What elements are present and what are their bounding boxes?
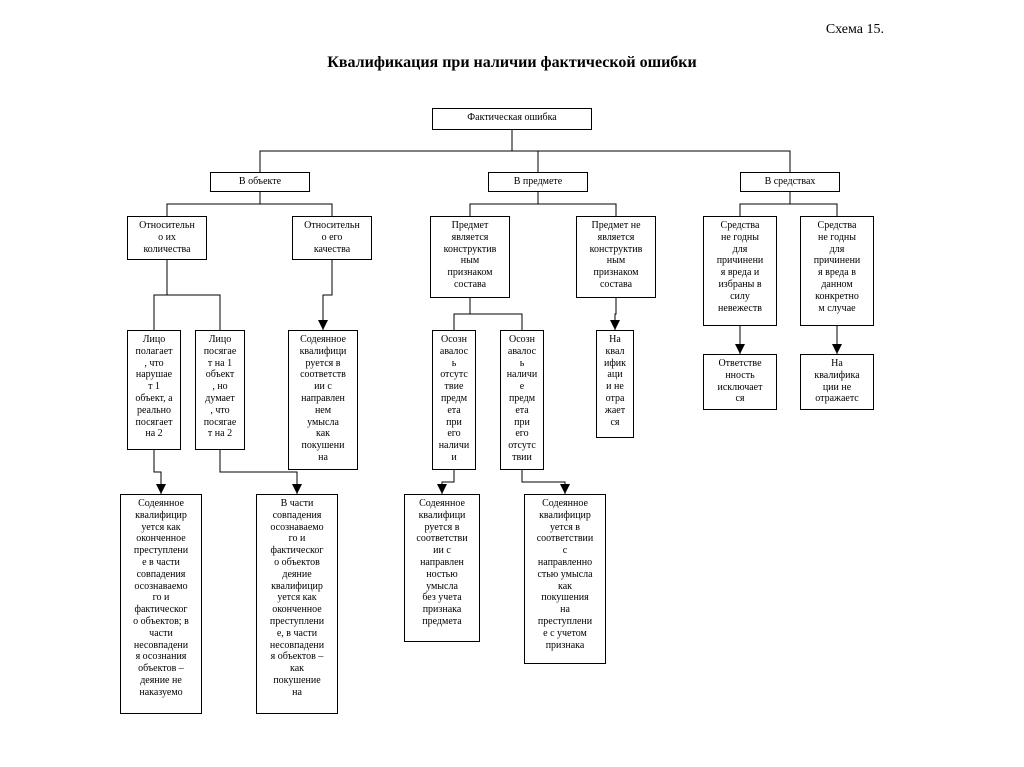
- node-l6: Наквалификации неотражается: [596, 330, 634, 438]
- schema-number: Схема 15.: [826, 22, 884, 38]
- node-obj_qual: Относительно егокачества: [292, 216, 372, 260]
- node-l1: Лицополагает, чтонарушает 1объект, ареал…: [127, 330, 181, 450]
- node-root: Фактическая ошибка: [432, 108, 592, 130]
- node-obj: В объекте: [210, 172, 310, 192]
- node-pred_ncon: Предмет неявляетсяконструктивнымпризнако…: [576, 216, 656, 298]
- node-pred_con: Предметявляетсяконструктивнымпризнакомсо…: [430, 216, 510, 298]
- node-l2: Лицопосягает на 1объект, нодумает, чтопо…: [195, 330, 245, 450]
- node-b3: Содеянноеквалифицируется всоответствиии …: [404, 494, 480, 642]
- node-b1: Содеянноеквалифицируется какоконченноепр…: [120, 494, 202, 714]
- node-obj_qty: Относительно ихколичества: [127, 216, 207, 260]
- node-l5: Осознавалосьналичиепредметаприегоотсутст…: [500, 330, 544, 470]
- page-title: Квалификация при наличии фактической оши…: [0, 54, 1024, 72]
- node-l7: Ответственностьисключается: [703, 354, 777, 410]
- node-pred: В предмете: [488, 172, 588, 192]
- node-b2: В частисовпаденияосознаваемого ифактичес…: [256, 494, 338, 714]
- node-l3: Содеянноеквалифицируется всоответствии с…: [288, 330, 358, 470]
- node-sred_case: Средстване годныдляпричинения вреда вдан…: [800, 216, 874, 326]
- node-l4: Осознавалосьотсутствиепредметаприегонали…: [432, 330, 476, 470]
- node-sred_ign: Средстване годныдляпричинения вреда иизб…: [703, 216, 777, 326]
- node-sred: В средствах: [740, 172, 840, 192]
- node-b4: Содеянноеквалифицируется всоответствиисн…: [524, 494, 606, 664]
- node-l8: Наквалификации неотражаетс: [800, 354, 874, 410]
